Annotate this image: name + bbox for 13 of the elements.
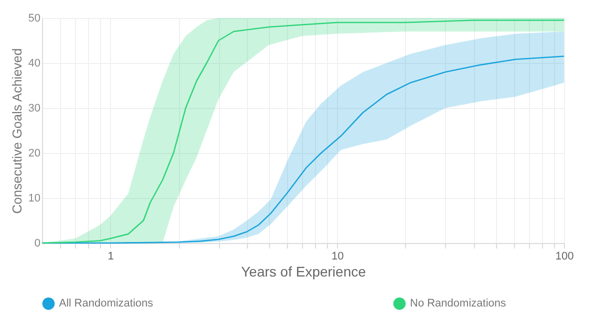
x-axis-title: Years of Experience [241, 264, 366, 280]
x-tick-label: 1 [108, 250, 114, 262]
y-tick-label: 20 [28, 148, 40, 160]
legend-label: All Randomizations [59, 298, 154, 310]
x-tick-label: 10 [332, 250, 344, 262]
y-tick-label: 30 [28, 102, 40, 114]
x-tick-label: 100 [555, 250, 574, 262]
legend-label: No Randomizations [410, 298, 506, 310]
y-tick-label: 50 [28, 12, 40, 24]
y-tick-label: 40 [28, 58, 40, 70]
y-tick-label: 10 [28, 192, 40, 204]
y-tick-label: 0 [34, 238, 40, 250]
y-axis-title: Consecutive Goals Achieved [9, 48, 24, 214]
